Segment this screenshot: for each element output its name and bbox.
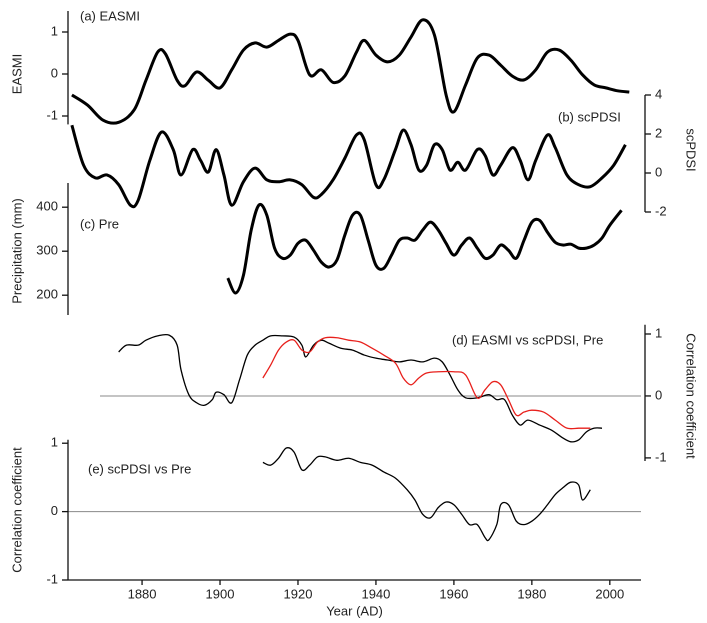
y-tick-label: 1 <box>655 325 662 340</box>
x-tick-label: 1940 <box>361 586 390 601</box>
data-line <box>226 202 623 295</box>
y-axis-label: Precipitation (mm) <box>9 198 24 303</box>
y-axis-label: Correlation coefficient <box>9 447 24 573</box>
y-tick-label: -2 <box>655 203 667 218</box>
x-axis-label: Year (AD) <box>326 603 383 618</box>
legend-label: Pre <box>583 332 603 347</box>
x-tick-label: 1900 <box>206 586 235 601</box>
x-tick-label: 1980 <box>517 586 546 601</box>
x-tick-label: 1880 <box>128 586 157 601</box>
y-tick-label: 1 <box>51 23 58 38</box>
x-tick-label: 1920 <box>284 586 313 601</box>
y-tick-label: 2 <box>655 125 662 140</box>
x-tick-label: 2000 <box>595 586 624 601</box>
data-line <box>262 336 591 430</box>
panel-label: (b) scPDSI <box>558 109 621 124</box>
panel-label: (c) Pre <box>80 216 119 231</box>
y-tick-label: 0 <box>51 65 58 80</box>
data-line <box>71 18 630 125</box>
y-tick-label: 0 <box>51 503 58 518</box>
data-line <box>118 333 603 443</box>
panel-label: (e) scPDSI vs Pre <box>88 461 191 476</box>
y-tick-label: 400 <box>36 199 58 214</box>
x-tick-label: 1960 <box>439 586 468 601</box>
data-line <box>70 124 627 209</box>
y-tick-label: -1 <box>46 107 58 122</box>
y-axis-label: scPDSI <box>684 128 699 171</box>
y-axis-label: Correlation coefficient <box>684 333 699 459</box>
y-tick-label: 4 <box>655 86 662 101</box>
y-tick-label: 1 <box>51 435 58 450</box>
y-tick-label: 200 <box>36 287 58 302</box>
y-axis-label: EASMI <box>9 54 24 94</box>
data-line <box>262 447 591 542</box>
y-tick-label: -1 <box>655 449 667 464</box>
y-tick-label: -1 <box>46 571 58 586</box>
y-tick-label: 0 <box>655 164 662 179</box>
y-tick-label: 300 <box>36 243 58 258</box>
legend-label: (d) EASMI vs scPDSI, <box>452 332 579 347</box>
panel-label: (a) EASMI <box>80 8 140 23</box>
y-tick-label: 0 <box>655 387 662 402</box>
